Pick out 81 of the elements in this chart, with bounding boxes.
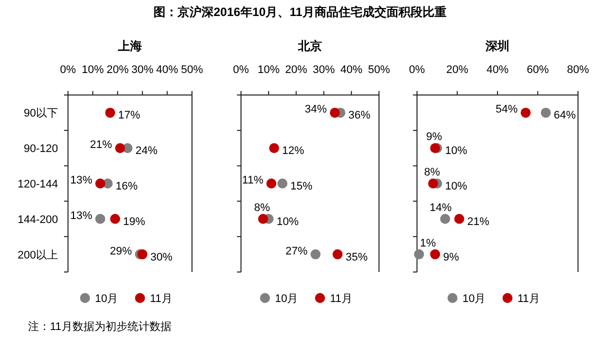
point [269,143,280,154]
legend-label: 11月 [518,293,540,305]
y-tick-label: 144-200 [18,214,58,226]
data-label: 14% [430,202,452,214]
chart-title: 上海 [117,39,142,53]
point [310,249,321,260]
x-tick-label: 50% [180,64,204,76]
point [105,108,116,118]
y-tick-label: 200以上 [18,248,58,262]
x-tick-label: 0% [409,64,426,76]
x-tick-label: 40% [340,64,363,76]
point [520,108,531,118]
x-tick-label: 80% [566,64,590,76]
x-tick-label: 20% [446,64,468,76]
data-label: 30% [150,251,173,264]
data-label: 19% [123,216,146,228]
point [258,214,268,224]
data-label: 35% [346,251,368,264]
legend-label: 11月 [330,293,352,305]
point [110,214,120,224]
x-tick-label: 40% [156,64,178,76]
x-tick-label: 30% [312,64,336,76]
data-label: 8% [424,166,440,178]
x-tick-label: 10% [258,64,280,76]
x-tick-label: 60% [526,64,549,76]
point [330,108,340,118]
legend-label: 10月 [95,293,118,305]
point [277,178,288,188]
data-label: 27% [285,245,308,258]
text: 图：京沪深2016年10月、11月商品住宅成交面积段比重 [154,5,446,19]
x-tick-label: 30% [131,64,154,76]
data-label: 16% [116,180,138,192]
chart-title: 北京 [297,39,322,53]
data-label: 54% [496,104,518,116]
point [440,214,450,224]
y-tick-label: 90-120 [24,143,58,156]
y-tick-label: 90以下 [24,106,58,120]
point [115,143,126,154]
point [332,249,343,260]
x-tick-label: 20% [106,64,129,76]
point [540,108,551,118]
data-label: 10% [445,145,468,158]
point [428,178,438,188]
point [430,249,440,260]
data-label: 29% [110,245,132,258]
x-tick-label: 0% [233,64,250,76]
data-label: 64% [554,110,576,122]
point [95,214,106,224]
data-label: 10% [276,216,299,228]
data-label: 17% [118,110,140,122]
data-label: 10% [445,180,468,192]
x-tick-label: 0% [60,64,76,76]
point [95,178,106,188]
data-label: 24% [136,145,158,158]
data-label: 21% [90,139,112,152]
data-label: 9% [443,251,460,264]
data-label: 1% [420,237,436,250]
x-tick-label: 50% [368,64,390,76]
x-tick-label: 10% [82,64,104,76]
data-label: 9% [426,131,442,144]
data-label: 13% [70,174,92,186]
data-label: 34% [304,104,328,116]
point [454,214,464,224]
legend-label: 10月 [462,293,486,305]
legend-label: 10月 [275,293,298,305]
data-label: 12% [282,145,304,158]
x-tick-label: 20% [285,64,308,76]
data-label: 13% [70,210,92,222]
data-label: 11% [242,174,264,186]
data-label: 21% [467,216,490,228]
point [137,249,148,260]
x-tick-label: 40% [486,64,509,76]
point [414,249,424,260]
point [266,178,276,188]
data-label: 36% [348,110,371,122]
data-label: 8% [254,202,270,214]
legend-label: 11月 [150,293,172,305]
text: 注：11月数据为初步统计数据 [28,320,172,333]
chart-title: 深圳 [484,39,510,53]
y-tick-label: 120-144 [18,178,58,190]
data-label: 15% [290,180,313,192]
